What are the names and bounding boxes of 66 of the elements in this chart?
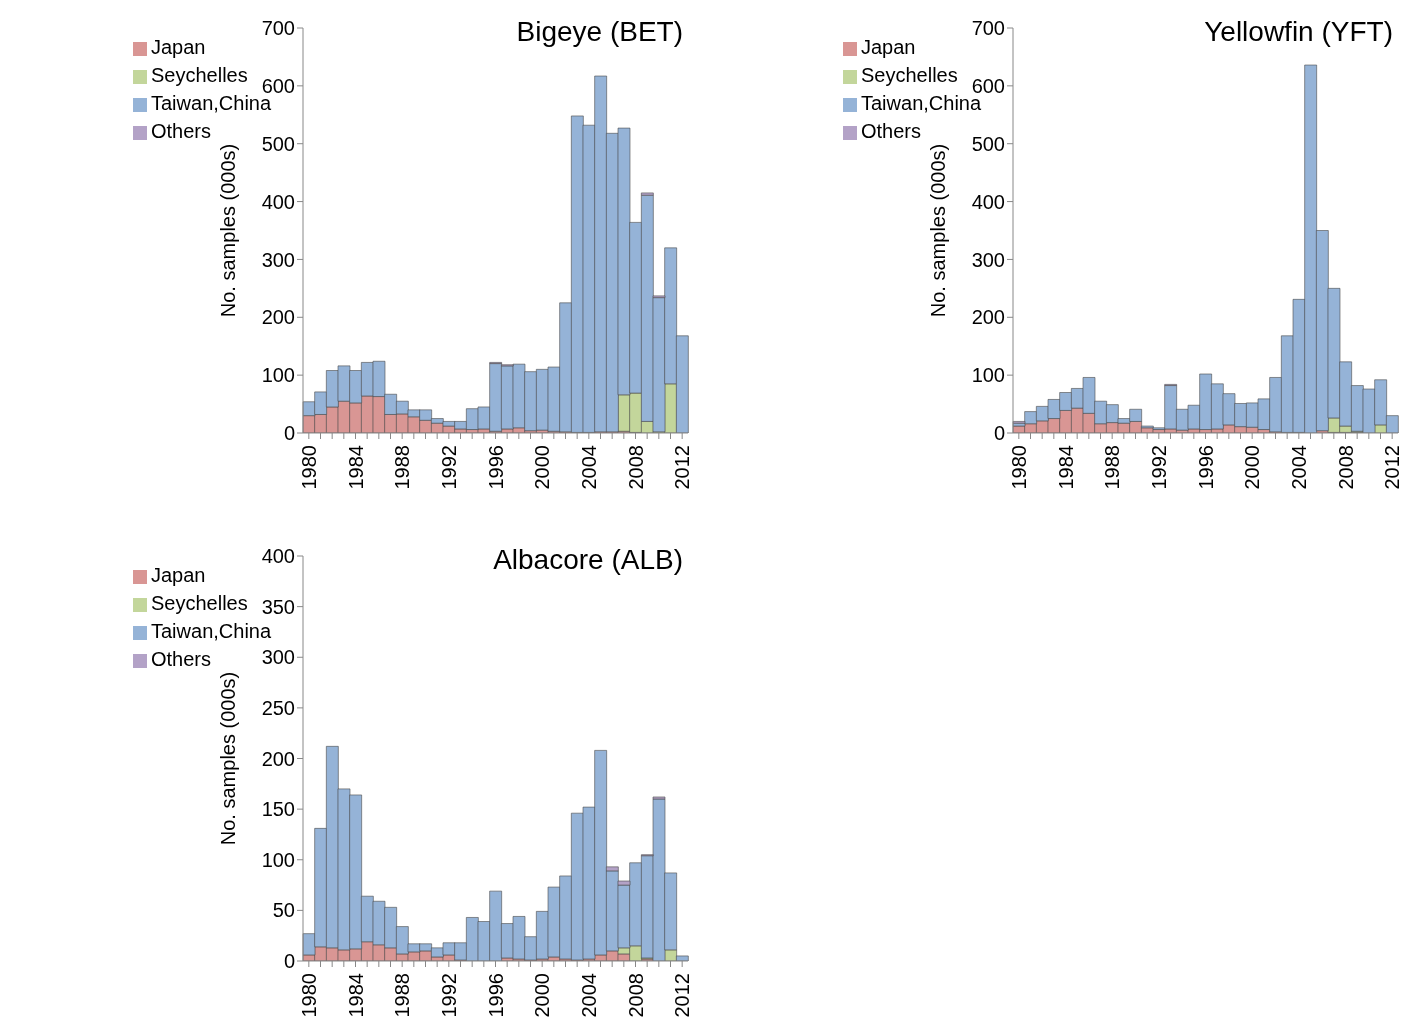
legend-label: Others (151, 120, 212, 142)
legend-label: Seychelles (151, 592, 248, 614)
y-tick-label: 100 (261, 364, 295, 387)
y-tick-label: 350 (261, 595, 295, 618)
x-tick-label: 1992 (437, 445, 460, 490)
x-tick-label: 2008 (1334, 445, 1357, 490)
x-tick-label: 1984 (1054, 445, 1077, 490)
y-tick-label: 0 (283, 422, 295, 445)
legend-label: Japan (151, 564, 206, 586)
chart-title: Bigeye (BET) (516, 16, 683, 48)
y-tick-label: 700 (261, 17, 295, 40)
y-tick-label: 700 (971, 17, 1005, 40)
y-tick-label: 400 (971, 190, 1005, 213)
y-tick-label: 500 (971, 132, 1005, 155)
x-tick-label: 2004 (577, 445, 600, 490)
y-axis-title: No. samples (000s) (217, 143, 240, 318)
x-tick-label: 1980 (297, 445, 320, 490)
y-tick-label: 300 (261, 248, 295, 271)
x-tick-label: 2012 (671, 973, 694, 1018)
x-tick-label: 2008 (624, 973, 647, 1018)
x-tick-label: 1996 (484, 445, 507, 490)
y-tick-label: 150 (261, 798, 295, 821)
x-tick-label: 1980 (1007, 445, 1030, 490)
y-axis-title: No. samples (000s) (217, 671, 240, 846)
y-tick-label: 200 (261, 747, 295, 770)
legend-label: Others (861, 120, 922, 142)
y-tick-label: 250 (261, 696, 295, 719)
x-tick-label: 1988 (391, 973, 414, 1018)
x-tick-label: 1984 (344, 445, 367, 490)
x-tick-label: 2012 (1381, 445, 1402, 490)
legend-label: Others (151, 648, 212, 670)
x-tick-label: 2012 (671, 445, 694, 490)
x-tick-label: 2000 (531, 445, 554, 490)
y-tick-label: 500 (261, 132, 295, 155)
legend-label: Taiwan,China (151, 620, 272, 642)
legend-label: Seychelles (151, 64, 248, 86)
x-tick-label: 2000 (1241, 445, 1264, 490)
y-tick-label: 400 (261, 545, 295, 568)
x-tick-label: 2004 (577, 973, 600, 1018)
x-tick-label: 2000 (531, 973, 554, 1018)
y-tick-label: 50 (272, 899, 295, 922)
x-tick-label: 1980 (297, 973, 320, 1018)
x-tick-label: 1988 (391, 445, 414, 490)
x-tick-label: 1996 (484, 973, 507, 1018)
y-tick-label: 100 (261, 848, 295, 871)
y-tick-label: 300 (261, 646, 295, 669)
x-tick-label: 1992 (1147, 445, 1170, 490)
y-tick-label: 400 (261, 190, 295, 213)
x-tick-label: 1992 (437, 973, 460, 1018)
x-tick-label: 2008 (624, 445, 647, 490)
y-tick-label: 0 (283, 950, 295, 973)
y-tick-label: 300 (971, 248, 1005, 271)
y-tick-label: 200 (971, 306, 1005, 329)
x-tick-label: 1988 (1101, 445, 1124, 490)
y-tick-label: 0 (993, 422, 1005, 445)
legend-label: Japan (861, 36, 916, 58)
chart-title: Yellowfin (YFT) (1204, 16, 1393, 48)
x-tick-label: 1996 (1194, 445, 1217, 490)
legend-label: Seychelles (861, 64, 958, 86)
x-tick-label: 1984 (344, 973, 367, 1018)
y-tick-label: 100 (971, 364, 1005, 387)
y-tick-label: 200 (261, 306, 295, 329)
x-tick-label: 2004 (1287, 445, 1310, 490)
chart-title: Albacore (ALB) (493, 544, 683, 576)
legend-label: Japan (151, 36, 206, 58)
y-axis-title: No. samples (000s) (927, 143, 950, 318)
